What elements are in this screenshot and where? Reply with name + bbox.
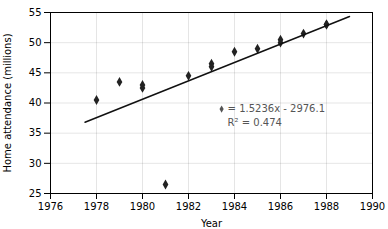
svg-text:30: 30 <box>29 158 42 169</box>
svg-text:45: 45 <box>29 67 42 78</box>
svg-text:40: 40 <box>29 97 42 108</box>
svg-text:1982: 1982 <box>176 201 201 212</box>
svg-text:25: 25 <box>29 188 42 199</box>
svg-text:= 1.5236x - 2976.1: = 1.5236x - 2976.1 <box>228 103 325 114</box>
svg-text:35: 35 <box>29 127 42 138</box>
svg-text:1980: 1980 <box>130 201 155 212</box>
svg-text:55: 55 <box>29 7 42 18</box>
svg-text:1990: 1990 <box>360 201 385 212</box>
svg-text:1978: 1978 <box>84 201 109 212</box>
svg-text:1984: 1984 <box>222 201 247 212</box>
svg-text:1976: 1976 <box>38 201 63 212</box>
svg-text:1988: 1988 <box>314 201 339 212</box>
svg-text:Home attendance (millions): Home attendance (millions) <box>2 33 13 172</box>
svg-text:50: 50 <box>29 37 42 48</box>
svg-text:Year: Year <box>200 218 223 229</box>
svg-text:1986: 1986 <box>268 201 293 212</box>
svg-text:R² = 0.474: R² = 0.474 <box>228 117 282 128</box>
